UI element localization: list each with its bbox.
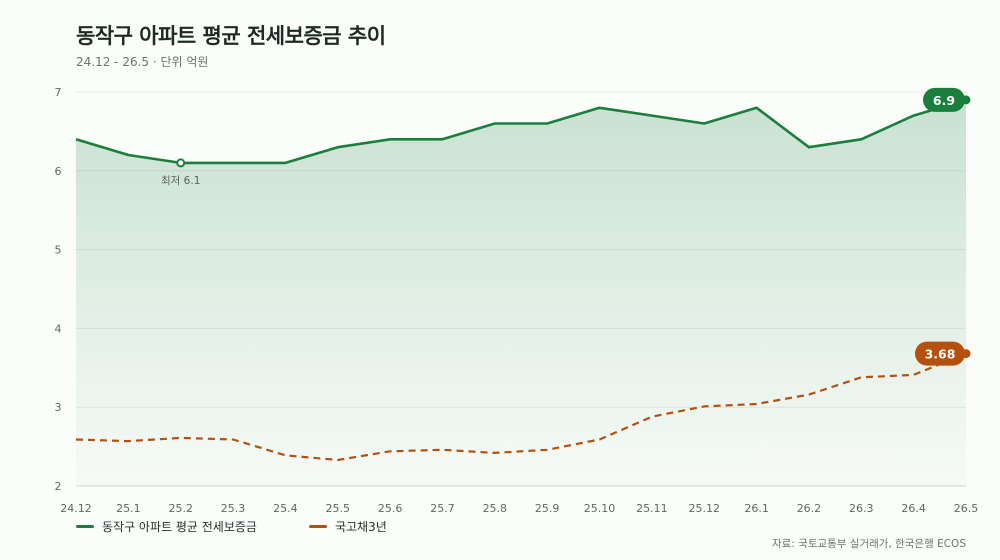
y-tick-label: 7 bbox=[55, 86, 62, 99]
y-tick-label: 6 bbox=[55, 165, 62, 178]
bond-last-badge bbox=[915, 341, 965, 366]
y-tick-label: 4 bbox=[55, 322, 62, 335]
legend-swatch-deposit bbox=[76, 525, 94, 528]
min-point-marker bbox=[176, 158, 186, 168]
bond-last-badge-label: 3.68 bbox=[925, 347, 956, 362]
x-tick-label: 26.5 bbox=[954, 502, 979, 515]
x-tick-label: 26.3 bbox=[849, 502, 874, 515]
deposit-last-badge-label: 6.9 bbox=[933, 93, 955, 108]
x-tick-label: 25.9 bbox=[535, 502, 560, 515]
y-tick-label: 3 bbox=[55, 401, 62, 414]
legend-label-bond: 국고채3년 bbox=[334, 520, 387, 534]
x-tick-label: 25.7 bbox=[430, 502, 455, 515]
min-point-label: 최저 6.1 bbox=[161, 175, 200, 187]
y-tick-label: 2 bbox=[55, 480, 62, 493]
series-markers: 최저 6.1 6.9 3.68 bbox=[161, 87, 971, 366]
x-tick-label: 25.11 bbox=[636, 502, 668, 515]
deposit-last-badge bbox=[923, 87, 965, 112]
x-tick-label: 26.4 bbox=[901, 502, 926, 515]
axis-labels: 2 3 4 5 6 7 24.12 25.1 25.2 25.3 25.4 25.5 25.6 25.7 2… bbox=[55, 86, 979, 515]
x-tick-label: 25.4 bbox=[273, 502, 298, 515]
x-tick-label: 25.1 bbox=[116, 502, 141, 515]
y-tick-label: 5 bbox=[55, 244, 62, 257]
x-tick-label: 25.10 bbox=[584, 502, 616, 515]
legend-item-deposit: 동작구 아파트 평균 전세보증금 bbox=[76, 518, 257, 535]
chart-subtitle: 24.12 - 26.5 · 단위 억원 bbox=[76, 55, 209, 69]
chart-legend: 동작구 아파트 평균 전세보증금 국고채3년 bbox=[76, 518, 387, 535]
x-tick-label: 26.1 bbox=[744, 502, 769, 515]
legend-item-bond: 국고채3년 bbox=[308, 518, 387, 535]
x-tick-label: 24.12 bbox=[60, 502, 92, 515]
x-tick-label: 25.5 bbox=[326, 502, 351, 515]
data-source: 자료: 국토교통부 실거래가, 한국은행 ECOS bbox=[771, 538, 966, 550]
area-fill bbox=[76, 99, 966, 487]
x-tick-label: 25.3 bbox=[221, 502, 246, 515]
bond-line bbox=[75, 352, 967, 462]
x-tick-label: 25.12 bbox=[688, 502, 720, 515]
deposit-line bbox=[75, 98, 967, 165]
x-tick-label: 26.2 bbox=[797, 502, 822, 515]
x-tick-label: 25.8 bbox=[483, 502, 508, 515]
x-tick-label: 25.2 bbox=[168, 502, 193, 515]
legend-swatch-bond bbox=[308, 525, 327, 528]
legend-label-deposit: 동작구 아파트 평균 전세보증금 bbox=[102, 520, 257, 534]
chart-title: 동작구 아파트 평균 전세보증금 추이 bbox=[76, 24, 386, 48]
series-lines bbox=[75, 98, 967, 462]
x-tick-label: 25.6 bbox=[378, 502, 403, 515]
deposit-area bbox=[76, 99, 966, 487]
